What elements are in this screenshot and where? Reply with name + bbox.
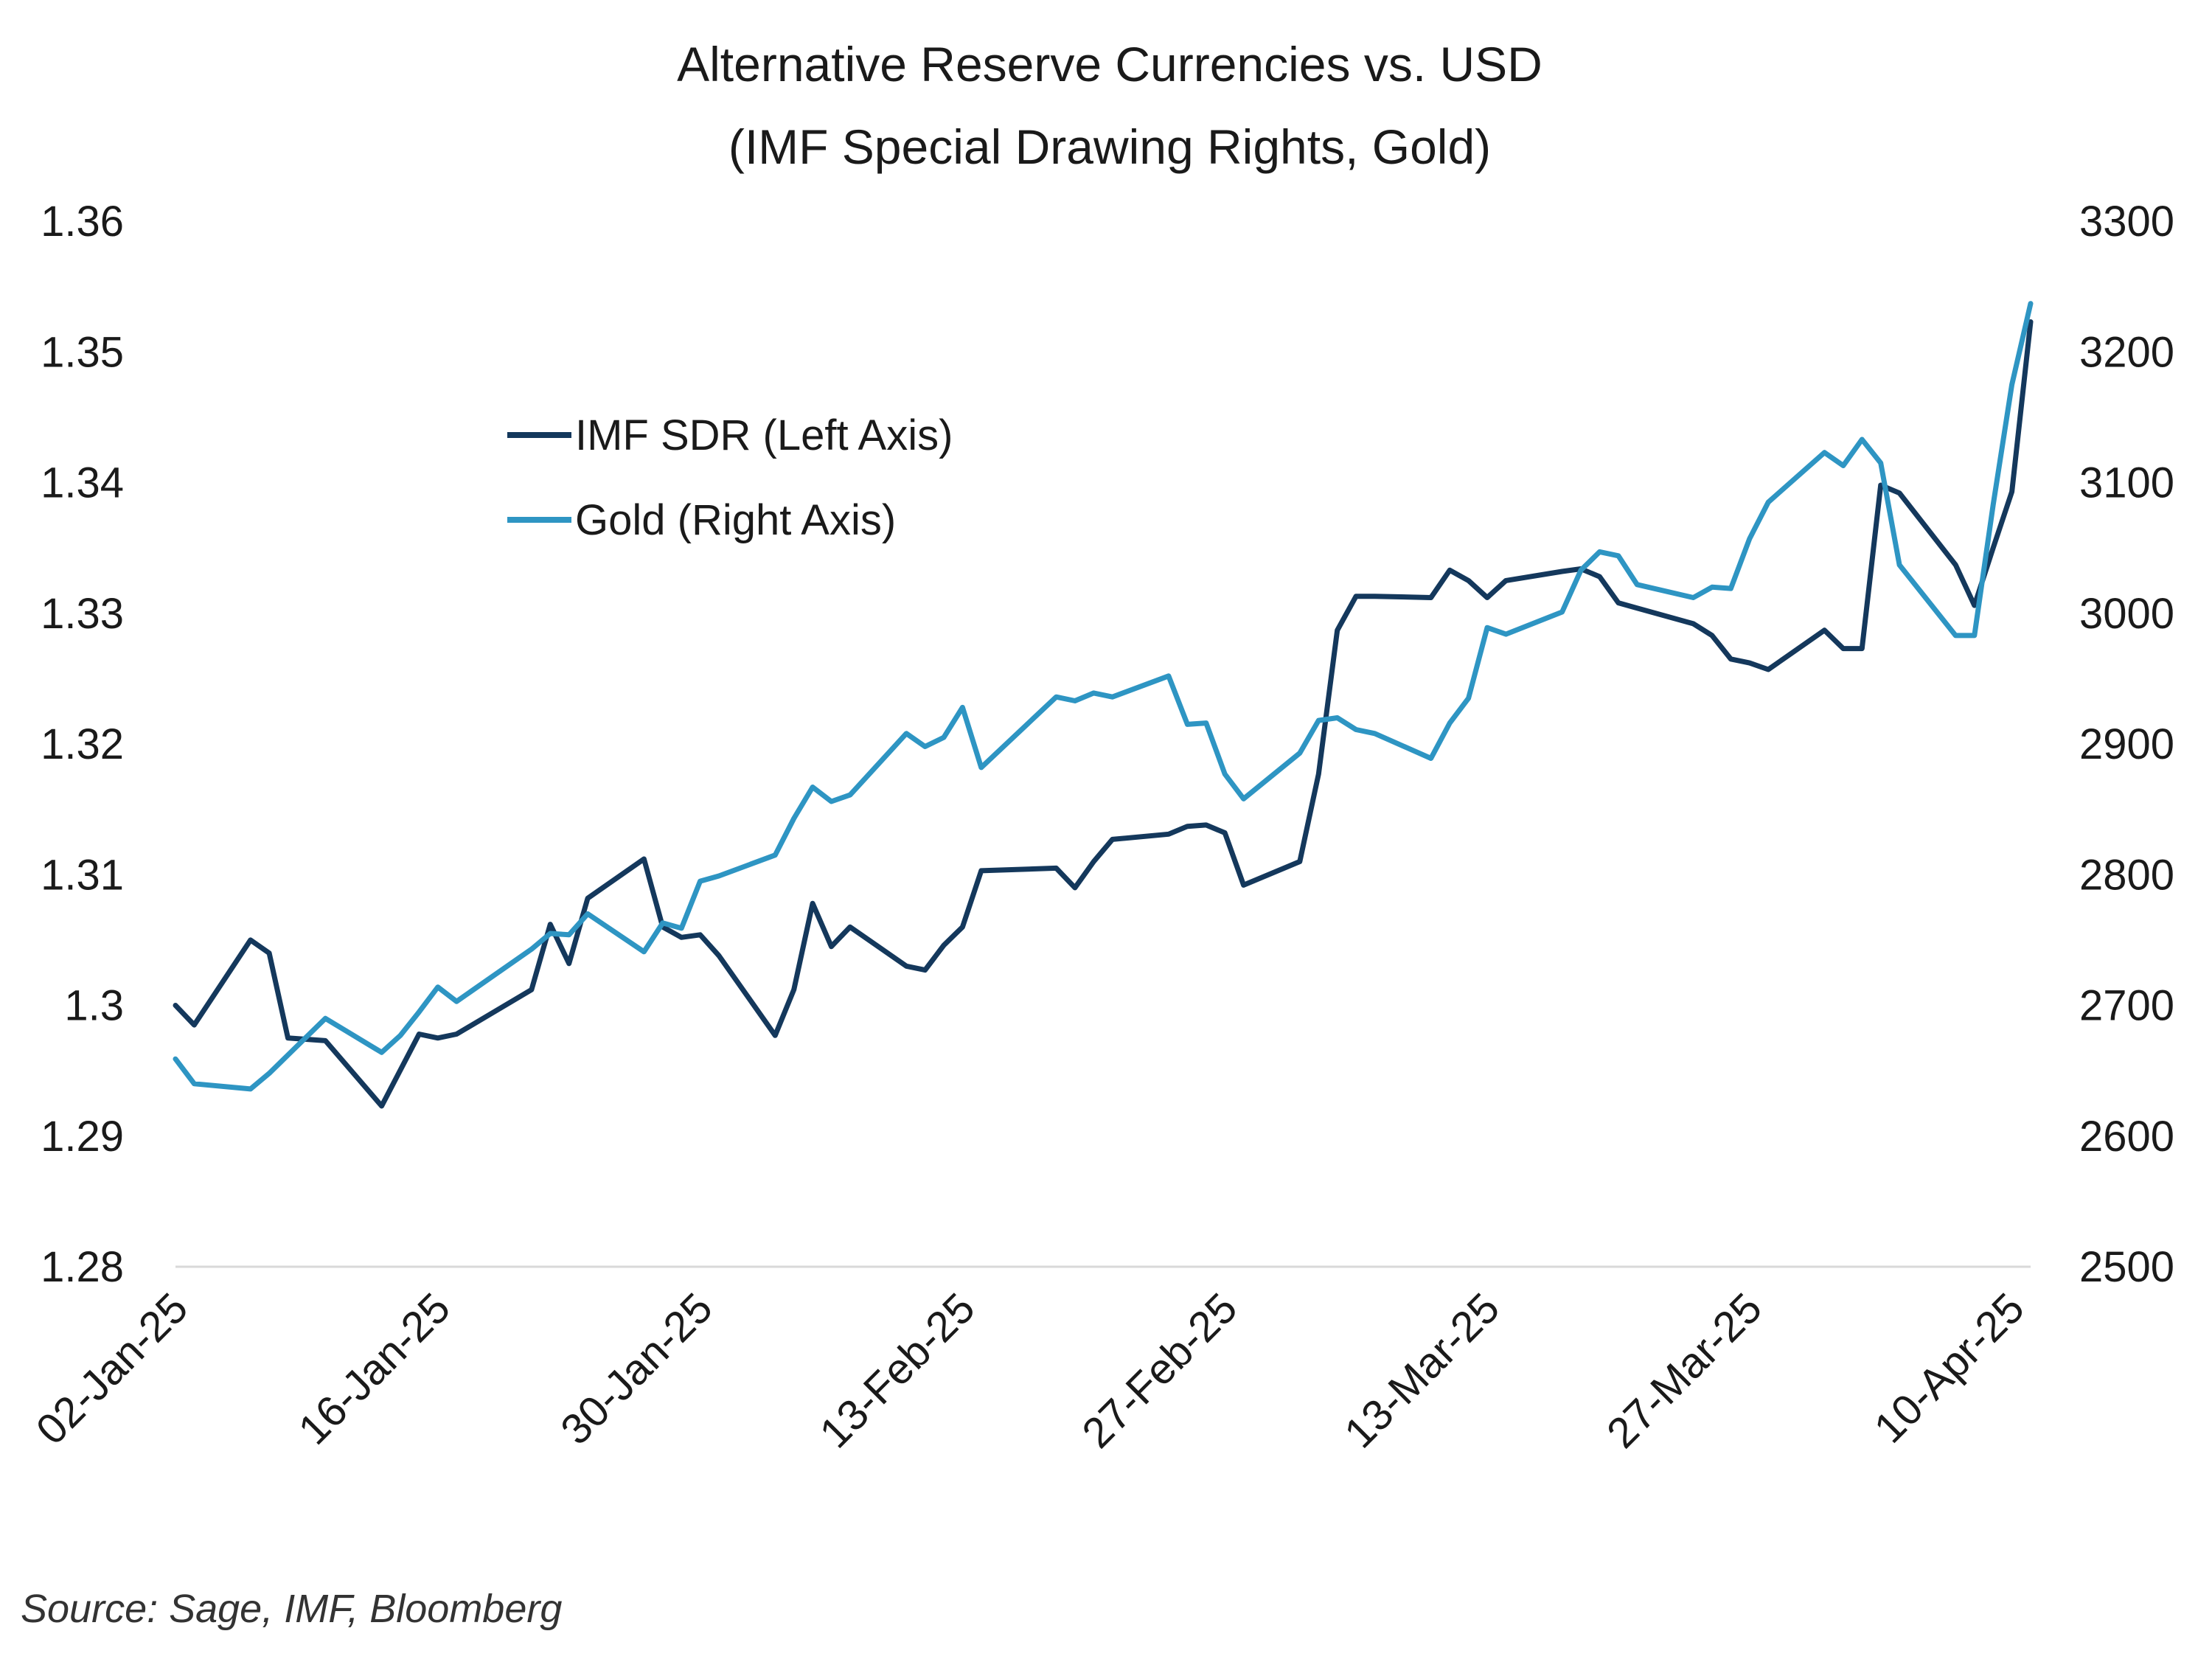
y-left-tick-label: 1.29	[41, 1113, 124, 1161]
legend: IMF SDR (Left Axis) Gold (Right Axis)	[507, 411, 953, 544]
series-line-imf-sdr	[173, 319, 2034, 1109]
x-tick-label: 30-Jan-25	[552, 1284, 722, 1454]
x-tick-label: 13-Mar-25	[1335, 1284, 1509, 1457]
chart-title-line-2: (IMF Special Drawing Rights, Gold)	[728, 119, 1491, 174]
y-right-tick-label: 2900	[2079, 720, 2174, 768]
x-tick-label: 02-Jan-25	[27, 1284, 198, 1454]
y-right-tick-label: 3200	[2079, 328, 2174, 376]
y-right-tick-label: 2500	[2079, 1243, 2174, 1291]
legend-label-gold: Gold (Right Axis)	[575, 496, 896, 544]
x-tick-label: 27-Mar-25	[1598, 1284, 1771, 1457]
y-right-axis-ticks: 2500 2600 2700 2800 2900 3000 3100 3200 3300	[2079, 198, 2174, 1291]
x-tick-label: 13-Feb-25	[810, 1284, 984, 1457]
y-left-tick-label: 1.28	[41, 1243, 124, 1291]
chart-title-line-1: Alternative Reserve Currencies vs. USD	[677, 37, 1543, 91]
y-left-tick-label: 1.32	[41, 720, 124, 768]
y-right-tick-label: 3000	[2079, 590, 2174, 638]
y-right-tick-label: 3300	[2079, 198, 2174, 246]
series-lines	[173, 301, 2034, 1109]
x-axis-ticks: 02-Jan-25 16-Jan-25 30-Jan-25 13-Feb-25 27-F…	[27, 1284, 2034, 1457]
y-left-tick-label: 1.35	[41, 328, 124, 376]
y-left-tick-label: 1.33	[41, 590, 124, 638]
y-left-tick-label: 1.3	[64, 982, 124, 1030]
y-left-tick-label: 1.34	[41, 459, 124, 507]
series-line-gold	[173, 301, 2034, 1092]
y-right-tick-label: 2800	[2079, 851, 2174, 899]
y-left-tick-label: 1.31	[41, 851, 124, 899]
y-right-tick-label: 2700	[2079, 982, 2174, 1030]
y-left-tick-label: 1.36	[41, 198, 124, 246]
x-tick-label: 27-Feb-25	[1073, 1284, 1246, 1457]
source-note: Source: Sage, IMF, Bloomberg	[21, 1587, 562, 1631]
y-left-axis-ticks: 1.28 1.29 1.3 1.31 1.32 1.33 1.34 1.35 1.36	[41, 198, 124, 1291]
x-tick-label: 16-Jan-25	[289, 1284, 459, 1454]
y-right-tick-label: 2600	[2079, 1113, 2174, 1161]
x-tick-label: 10-Apr-25	[1865, 1284, 2033, 1452]
y-right-tick-label: 3100	[2079, 459, 2174, 507]
legend-label-imf-sdr: IMF SDR (Left Axis)	[575, 411, 953, 459]
